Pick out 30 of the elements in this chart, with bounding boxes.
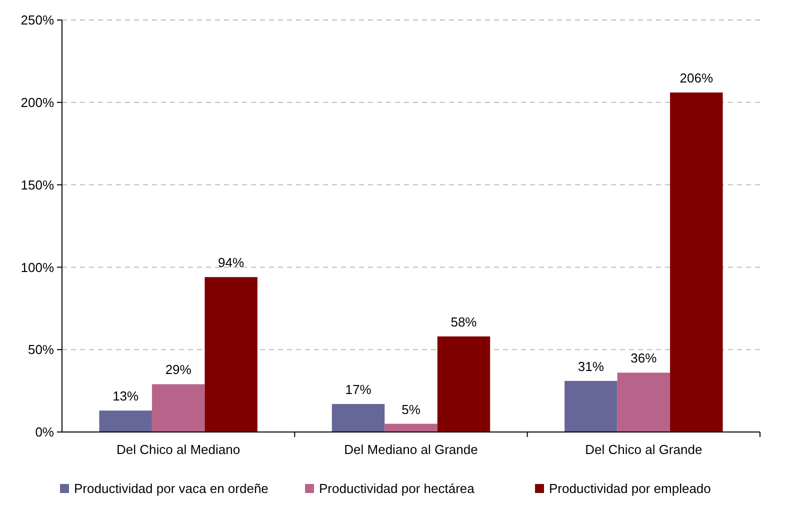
legend-label: Productividad por vaca en ordeñe [74,481,268,496]
bar [204,277,258,432]
bar [384,424,438,432]
bar [152,384,205,432]
data-label: 29% [165,362,192,378]
y-tick-label: 200% [20,94,54,110]
y-tick-label: 50% [28,342,54,358]
bar [564,380,618,432]
data-label: 94% [218,255,245,270]
data-label: 13% [112,388,140,404]
bar [437,336,490,432]
bar [617,372,670,432]
x-tick-label: Del Chico al Grande [585,442,702,457]
legend-label: Productividad por empleado [549,481,711,496]
y-tick-label: 0% [35,424,54,440]
bar [332,404,385,432]
x-tick-label: Del Mediano al Grande [344,442,478,457]
data-label: 206% [680,70,714,86]
data-label: 31% [578,358,604,374]
bar [99,410,152,432]
data-label: 58% [450,314,478,330]
bar [670,92,723,432]
x-tick-label: Del Chico al Mediano [116,442,240,457]
data-label: 36% [630,350,658,366]
data-label: 17% [345,382,372,397]
y-tick-label: 250% [20,12,54,28]
legend-label: Productividad por hectárea [319,481,476,496]
y-tick-label: 100% [20,260,54,275]
data-label: 5% [402,402,421,417]
y-tick-label: 150% [20,177,54,192]
